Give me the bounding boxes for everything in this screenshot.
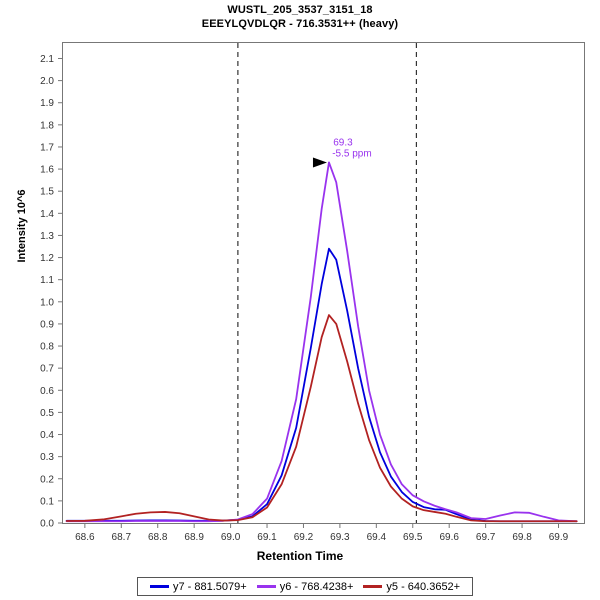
chart-title-subtitle: EEEYLQVDLQR - 716.3531++ (heavy) [201, 18, 399, 30]
y-tick-label: 0.8 [40, 342, 54, 353]
y-tick-label: 1.1 [40, 275, 54, 286]
legend-label: y6 - 768.4238+ [279, 580, 354, 593]
y-tick-label: 1.9 [40, 98, 54, 109]
integration-boundaries [237, 43, 418, 523]
y-tick-label: 1.2 [40, 253, 54, 264]
x-axis-ticks: 68.6 68.7 68.8 68.9 69.0 69.1 69.2 69.3 69.4 69.5… [75, 523, 569, 543]
legend-color-swatch [363, 585, 383, 588]
y-tick-label: 1.3 [40, 231, 54, 242]
x-tick-label: 69.8 [512, 532, 532, 543]
y-tick-label: 1.5 [40, 187, 54, 198]
y-tick-label: 2.0 [40, 76, 54, 87]
y-tick-label: 0.9 [40, 319, 54, 330]
x-tick-label: 68.8 [148, 532, 168, 543]
x-tick-label: 69.1 [257, 532, 277, 543]
legend-item-y5[interactable]: y5 - 640.3652+ [363, 581, 460, 593]
legend-color-swatch [150, 585, 169, 588]
y-tick-label: 1.8 [40, 120, 54, 131]
x-tick-label: 69.7 [476, 532, 496, 543]
x-tick-label: 69.3 [330, 532, 350, 543]
x-tick-label: 69.9 [549, 532, 569, 543]
annotation-ppm-label: -5.5 ppm [332, 148, 371, 159]
trace-y7 [65, 247, 578, 523]
x-tick-label: 69.6 [439, 532, 459, 543]
x-tick-label: 68.7 [112, 532, 132, 543]
y-tick-label: 1.4 [40, 209, 54, 220]
y-tick-label: 0.6 [40, 386, 54, 397]
annotation-rt-label: 69.3 [333, 137, 353, 148]
x-tick-label: 69.4 [367, 532, 387, 543]
legend-color-swatch [256, 585, 276, 588]
trace-y6 [65, 161, 578, 523]
x-axis-title: Retention Time [256, 549, 344, 563]
y-tick-label: 0.2 [40, 474, 54, 485]
x-tick-label: 68.9 [184, 532, 204, 543]
legend-label: y7 - 881.5079+ [173, 580, 247, 593]
y-tick-label: 0.3 [40, 452, 54, 463]
left-triangle-marker [312, 157, 327, 168]
chart-title-block: WUSTL_205_3537_3151_18 EEEYLQVDLQR - 716… [0, 3, 600, 31]
y-tick-label: 0.5 [40, 408, 54, 419]
y-tick-label: 0.7 [40, 364, 54, 375]
chart-title-main: WUSTL_205_3537_3151_18 [227, 4, 373, 16]
legend-item-y6[interactable]: y6 - 768.4238+ [256, 580, 354, 593]
x-tick-label: 69.5 [403, 532, 423, 543]
y-axis-ticks: 0.0 0.1 0.2 0.3 0.4 0.5 0.6 0.7 0.8 0.9 1.0 1.1 1.2 1… [40, 54, 63, 530]
y-tick-label: 1.0 [40, 297, 54, 308]
x-tick-label: 69.2 [294, 532, 314, 543]
y-tick-label: 1.7 [40, 142, 54, 153]
peak-annotation: 69.3 -5.5 ppm [312, 137, 372, 168]
y-tick-label: 0.0 [40, 519, 54, 530]
trace-y5 [65, 314, 578, 523]
y-tick-label: 0.4 [40, 430, 54, 441]
legend-label: y5 - 640.3652+ [386, 580, 461, 593]
legend-item-y7[interactable]: y7 - 881.5079+ [150, 581, 247, 593]
y-tick-label: 0.1 [40, 496, 54, 507]
x-tick-label: 69.0 [221, 532, 241, 543]
y-tick-label: 1.6 [40, 165, 54, 176]
plot-frame [62, 42, 585, 524]
x-tick-label: 68.6 [75, 532, 95, 543]
chromatogram-traces [65, 161, 578, 523]
y-tick-label: 2.1 [40, 54, 54, 65]
chart-legend: y7 - 881.5079+ y6 - 768.4238+ y5 - 640.365… [137, 577, 474, 596]
